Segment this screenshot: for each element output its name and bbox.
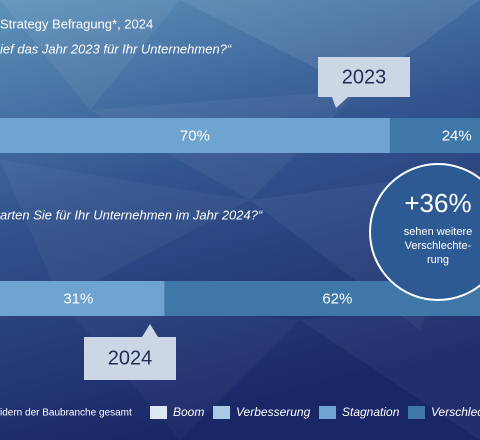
legend-label: Stagnation bbox=[342, 405, 400, 419]
value-label: 62% bbox=[322, 290, 352, 307]
bar-segment bbox=[389, 118, 480, 153]
annotation: +36% sehen weitere Verschlechte- rung bbox=[369, 163, 480, 301]
value-label: 31% bbox=[63, 290, 93, 307]
legend-swatch bbox=[150, 406, 167, 419]
legend-swatch bbox=[213, 406, 230, 419]
legend-label: Boom bbox=[173, 405, 204, 419]
bar-segment bbox=[0, 118, 390, 153]
category-label: 2023 bbox=[342, 66, 387, 88]
question: ief das Jahr 2023 für Ihr Unternehmen?“ bbox=[0, 41, 232, 56]
title: Strategy Befragung*, 2024 bbox=[0, 16, 153, 31]
legend: Boom Verbesserung Stagnation Verschlechteru… bbox=[150, 405, 480, 419]
category-label: 2024 bbox=[108, 347, 153, 369]
legend-label: Verbesserung bbox=[236, 405, 311, 419]
legend-label: Verschlechterung bbox=[431, 405, 480, 419]
annotation-text: Verschlechte- bbox=[405, 240, 472, 252]
bar-segment bbox=[0, 281, 165, 316]
annotation-text: rung bbox=[427, 254, 449, 266]
annotation-value: +36% bbox=[404, 188, 471, 218]
legend-swatch bbox=[319, 406, 336, 419]
value-label: 24% bbox=[442, 127, 472, 144]
callout: 2023 bbox=[318, 57, 410, 108]
footnote: idern der Baubranche gesamt bbox=[0, 408, 132, 419]
question: arten Sie für Ihr Unternehmen im Jahr 20… bbox=[0, 207, 263, 222]
value-label: 70% bbox=[180, 127, 210, 144]
callout: 2024 bbox=[84, 324, 176, 380]
legend-swatch bbox=[408, 406, 425, 419]
annotation-text: sehen weitere bbox=[404, 226, 473, 238]
